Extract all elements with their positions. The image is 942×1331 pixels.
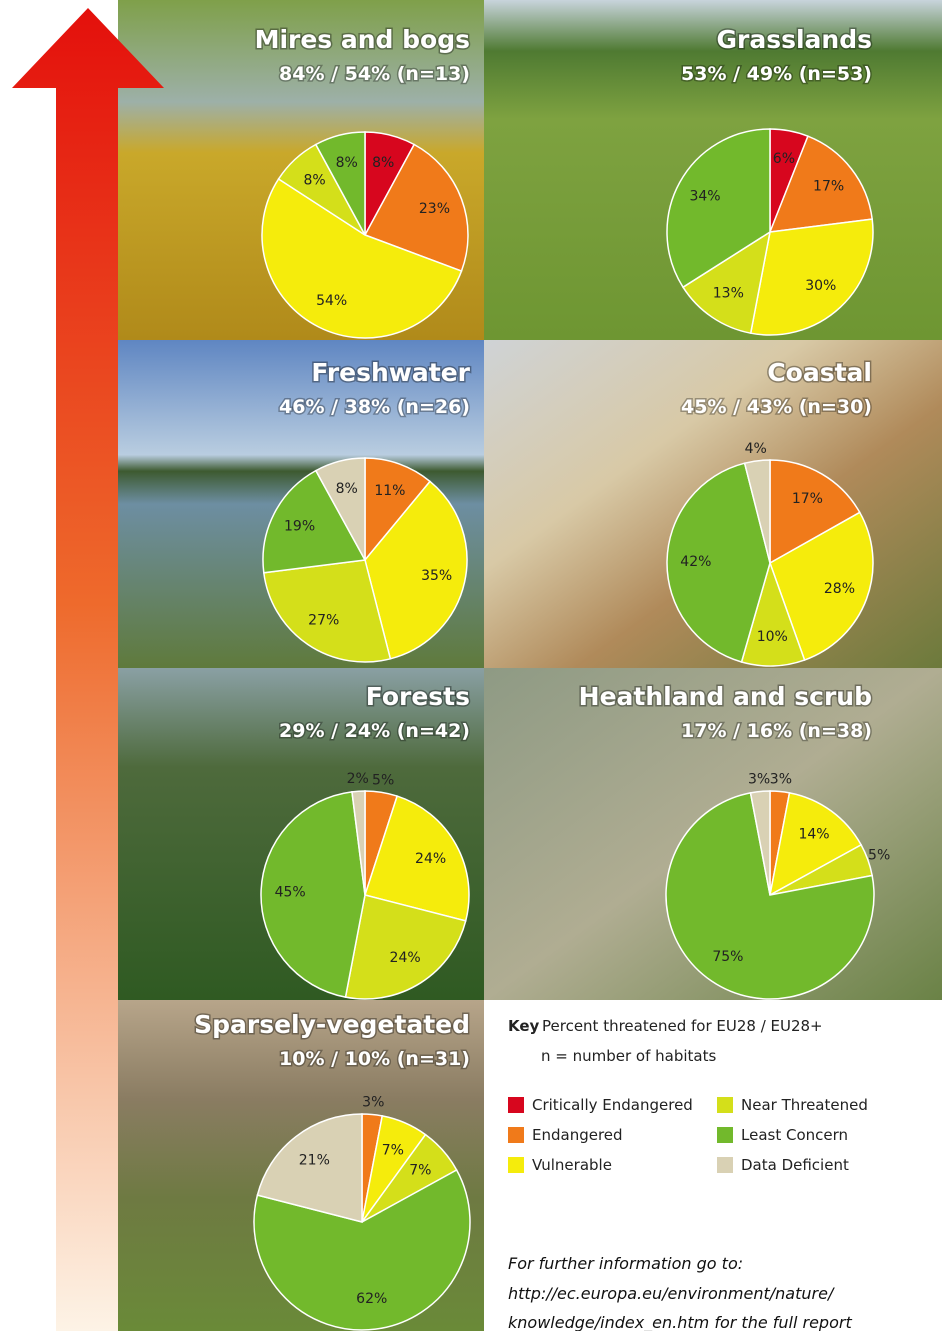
slice-label: 8%: [336, 481, 358, 497]
footer-line: knowledge/index_en.htm for the full repo…: [508, 1313, 852, 1331]
key-title: Key: [508, 1017, 540, 1035]
slice-label: 28%: [824, 581, 855, 597]
chart-title: Grasslands: [717, 25, 873, 54]
slice-label: 3%: [770, 772, 792, 788]
legend-label: Vulnerable: [532, 1156, 612, 1174]
footer-line: http://ec.europa.eu/environment/nature/: [508, 1284, 835, 1303]
chart-subtitle: 84% / 54% (n=13): [279, 63, 470, 85]
slice-label: 6%: [773, 151, 795, 167]
slice-label: 45%: [275, 885, 306, 901]
legend-swatch: [717, 1097, 733, 1113]
slice-label: 13%: [713, 285, 744, 301]
legend-label: Data Deficient: [741, 1156, 849, 1174]
slice-label: 21%: [299, 1153, 330, 1169]
chart-subtitle: 10% / 10% (n=31): [279, 1048, 470, 1070]
slice-label: 7%: [382, 1143, 404, 1159]
slice-label: 8%: [336, 155, 358, 171]
slice-label: 30%: [805, 278, 836, 294]
footer-line: For further information go to:: [508, 1254, 743, 1273]
slice-label: 24%: [415, 851, 446, 867]
chart-subtitle: 45% / 43% (n=30): [681, 396, 872, 418]
chart-title: Forests: [366, 682, 470, 711]
slice-label: 27%: [308, 613, 339, 629]
chart-subtitle: 29% / 24% (n=42): [279, 720, 470, 742]
legend-label: Endangered: [532, 1126, 623, 1144]
legend-swatch: [508, 1157, 524, 1173]
slice-label: 11%: [374, 483, 405, 499]
chart-title: Mires and bogs: [255, 25, 470, 54]
chart-title: Coastal: [767, 358, 872, 387]
slice-label: 35%: [421, 568, 452, 584]
legend-label: Least Concern: [741, 1126, 848, 1144]
slice-label: 24%: [390, 950, 421, 966]
legend-swatch: [717, 1157, 733, 1173]
chart-subtitle: 17% / 16% (n=38): [681, 720, 872, 742]
slice-label: 7%: [409, 1163, 431, 1179]
slice-label: 3%: [748, 772, 770, 788]
footer: For further information go to: http://ec…: [508, 1254, 852, 1331]
slice-label: 42%: [680, 554, 711, 570]
chart-subtitle: 46% / 38% (n=26): [279, 396, 470, 418]
key-note: n = number of habitats: [541, 1047, 716, 1065]
slice-label: 23%: [419, 201, 450, 217]
slice-label: 75%: [712, 949, 743, 965]
slice-label: 54%: [316, 293, 347, 309]
legend: Key Percent threatened for EU28 / EU28+ …: [508, 1017, 868, 1174]
legend-label: Near Threatened: [741, 1096, 868, 1114]
slice-label: 4%: [745, 441, 767, 457]
legend-swatch: [508, 1127, 524, 1143]
chart-title: Heathland and scrub: [579, 682, 872, 711]
slice-label: 14%: [798, 826, 829, 842]
chart-title: Sparsely-vegetated: [194, 1010, 470, 1039]
legend-label: Critically Endangered: [532, 1096, 693, 1114]
slice-label: 17%: [792, 491, 823, 507]
slice-label: 34%: [689, 188, 720, 204]
legend-swatch: [717, 1127, 733, 1143]
slice-label: 62%: [356, 1291, 387, 1307]
chart-title: Freshwater: [311, 358, 470, 387]
slice-label: 17%: [813, 179, 844, 195]
chart-subtitle: 53% / 49% (n=53): [681, 63, 872, 85]
slice-label: 5%: [372, 772, 394, 788]
infographic: Key Percent threatened for EU28 / EU28+ …: [0, 0, 942, 1331]
slice-label: 8%: [372, 155, 394, 171]
slice-label: 10%: [757, 629, 788, 645]
slice-label: 19%: [284, 519, 315, 535]
slice-label: 2%: [347, 771, 369, 787]
slice-label: 5%: [868, 848, 890, 864]
slice-label: 8%: [304, 173, 326, 189]
slice-label: 3%: [362, 1095, 384, 1111]
legend-swatch: [508, 1097, 524, 1113]
key-text: Percent threatened for EU28 / EU28+: [542, 1017, 823, 1035]
